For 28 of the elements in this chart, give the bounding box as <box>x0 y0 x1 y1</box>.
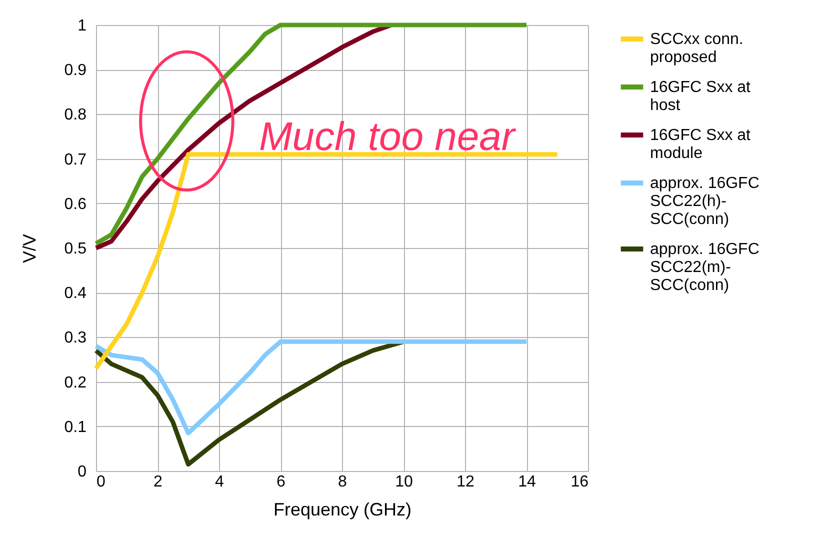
x-tick-label: 4 <box>215 474 224 490</box>
y-tick-label: 0.2 <box>64 374 87 392</box>
x-tick-label: 16 <box>570 474 589 490</box>
y-tick-label: 0.5 <box>64 240 87 258</box>
x-tick-label: 12 <box>456 474 474 490</box>
x-tick-label: 8 <box>338 474 348 490</box>
legend-label: approx. 16GFC SCC22(h)-SCC(conn) <box>650 175 760 228</box>
x-tick-label: 14 <box>518 474 536 490</box>
y-tick-label: 0.1 <box>64 418 87 436</box>
line-series <box>94 152 560 371</box>
x-axis-title: Frequency (GHz) <box>273 500 412 520</box>
x-tick-label: 6 <box>276 474 286 490</box>
y-tick-label: 0.4 <box>64 285 87 302</box>
legend-label: 16GFC Sxx at host <box>650 79 752 114</box>
y-tick-label: 0.9 <box>64 62 87 80</box>
y-tick-label: 1 <box>78 18 87 34</box>
y-tick-label: 0.6 <box>64 196 87 213</box>
legend-label: SCCxx conn. proposed <box>650 31 744 66</box>
y-tick-label: 0.7 <box>64 151 87 168</box>
x-tick-label: 10 <box>395 474 413 490</box>
legend-label: approx. 16GFC SCC22(m)-SCC(conn) <box>650 241 760 294</box>
x-tick-label: 2 <box>154 474 163 490</box>
x-tick-label: 0 <box>96 474 106 490</box>
y-tick-label: 0.3 <box>64 330 87 347</box>
legend-label: 16GFC Sxx at module <box>650 127 752 162</box>
y-axis-title: V/V <box>19 234 40 264</box>
annotation: Much too near <box>258 114 516 159</box>
y-tick-label: 0.8 <box>64 106 87 124</box>
